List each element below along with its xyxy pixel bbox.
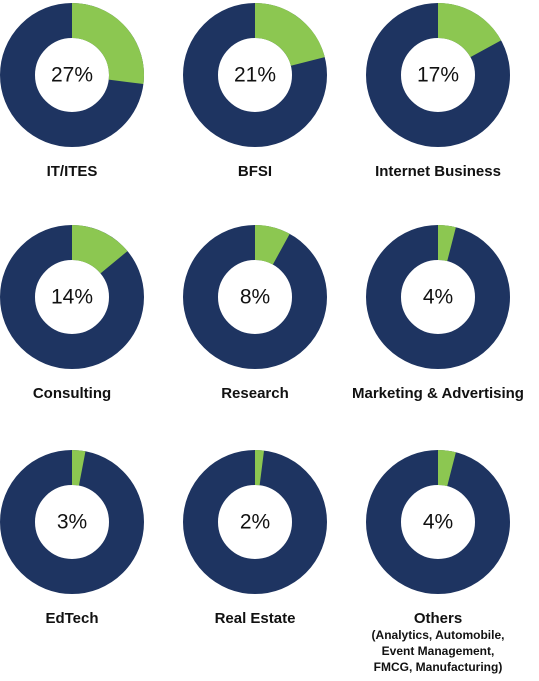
chart-title: Internet Business: [375, 163, 501, 180]
donut-slice: [437, 225, 456, 262]
value-label: 17%: [417, 64, 459, 87]
chart-title: IT/ITES: [47, 163, 98, 180]
value-label: 27%: [51, 64, 93, 87]
value-label: 4%: [423, 286, 453, 309]
chart-subtitle: Event Management,: [382, 644, 495, 658]
value-label: 2%: [240, 511, 270, 534]
value-label: 4%: [423, 511, 453, 534]
chart-subtitle: FMCG, Manufacturing): [374, 660, 503, 674]
donut-slice: [71, 450, 86, 486]
chart-title: Others: [414, 610, 462, 627]
donut-slice: [254, 225, 290, 265]
donut-slice: [71, 3, 144, 85]
chart-title: Consulting: [33, 385, 111, 402]
value-label: 14%: [51, 286, 93, 309]
chart-subtitle: (Analytics, Automobile,: [372, 628, 505, 642]
donut-slice: [437, 3, 502, 58]
donut-slice: [437, 450, 456, 487]
value-label: 21%: [234, 64, 276, 87]
chart-title: Real Estate: [215, 610, 296, 627]
donut-slice: [71, 225, 128, 275]
value-label: 3%: [57, 511, 87, 534]
chart-title: Research: [221, 385, 289, 402]
chart-title: BFSI: [238, 163, 272, 180]
chart-title: EdTech: [45, 610, 98, 627]
donut-slice: [254, 3, 325, 67]
chart-title: Marketing & Advertising: [352, 385, 524, 402]
value-label: 8%: [240, 286, 270, 309]
